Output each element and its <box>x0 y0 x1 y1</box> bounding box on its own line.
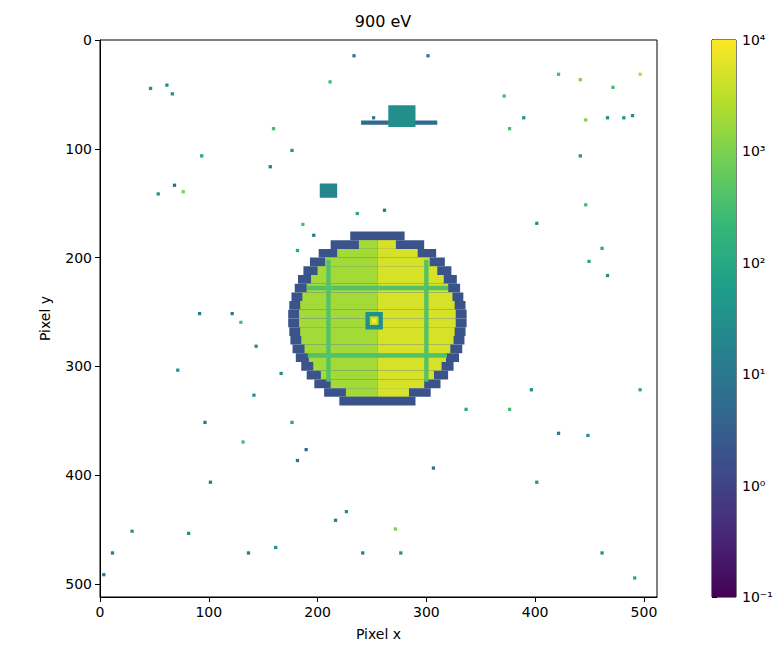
svg-text:0: 0 <box>96 604 105 620</box>
svg-text:400: 400 <box>65 467 92 483</box>
svg-text:0: 0 <box>83 32 92 48</box>
svg-text:900 eV: 900 eV <box>355 12 411 31</box>
svg-text:10⁰: 10⁰ <box>742 478 766 494</box>
svg-text:400: 400 <box>522 604 549 620</box>
svg-text:500: 500 <box>65 576 92 592</box>
svg-text:500: 500 <box>631 604 658 620</box>
svg-text:100: 100 <box>65 141 92 157</box>
svg-text:100: 100 <box>195 604 222 620</box>
svg-text:10³: 10³ <box>742 143 765 159</box>
svg-text:300: 300 <box>65 358 92 374</box>
svg-text:200: 200 <box>65 250 92 266</box>
svg-text:10⁻¹: 10⁻¹ <box>742 589 773 605</box>
svg-text:300: 300 <box>413 604 440 620</box>
svg-text:200: 200 <box>304 604 331 620</box>
svg-text:Pixel x: Pixel x <box>356 626 401 642</box>
svg-text:10¹: 10¹ <box>742 366 765 382</box>
svg-text:Pixel y: Pixel y <box>37 296 53 341</box>
svg-text:10⁴: 10⁴ <box>742 32 766 48</box>
svg-text:10²: 10² <box>742 255 765 271</box>
